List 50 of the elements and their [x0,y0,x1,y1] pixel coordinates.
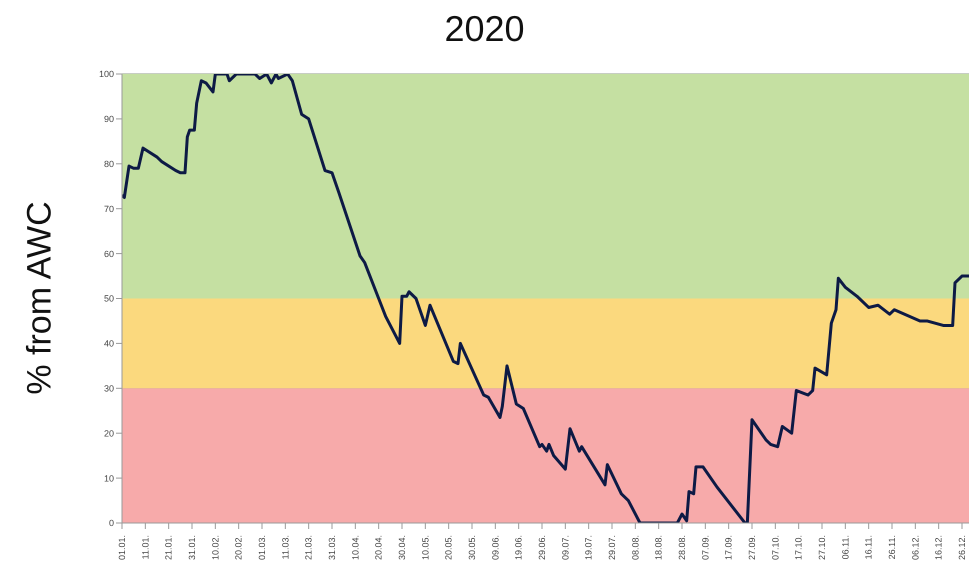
x-tick-label: 09.07. [560,535,570,560]
x-tick-label: 06.12. [910,535,920,560]
x-tick-label: 31.03. [327,535,337,560]
x-tick-label: 20.02. [234,535,244,560]
y-tick-label: 70 [104,204,114,214]
x-tick-label: 01.01. [117,535,127,560]
y-tick-label: 100 [98,69,114,80]
x-tick-label: 16.12. [934,535,944,560]
x-tick-label: 21.03. [304,535,314,560]
chart-title: 2020 [443,8,526,50]
y-axis-title: % from AWC [20,201,60,395]
x-tick-label: 30.04. [397,535,407,560]
x-tick-label: 20.04. [374,535,384,560]
y-tick-label: 60 [104,248,114,259]
x-tick-label: 31.01. [187,535,197,560]
x-tick-label: 20.05. [444,535,454,560]
x-tick-label: 01.03. [257,535,267,560]
x-tick-label: 19.06. [514,535,524,560]
x-tick-label: 16.11. [864,535,874,560]
x-tick-label: 29.07. [607,535,617,560]
y-tick-label: 90 [104,114,114,124]
x-tick-label: 30.05. [467,535,477,560]
y-tick-label: 30 [104,383,114,394]
x-tick-label: 07.09. [700,535,710,560]
x-tick-label: 26.12. [957,535,967,560]
y-tick-label: 50 [104,294,114,304]
x-tick-label: 27.10. [817,535,827,560]
x-tick-label: 10.05. [420,535,430,560]
y-tick-label: 20 [104,428,114,438]
x-tick-label: 26.11. [887,535,897,560]
x-tick-label: 08.08. [630,535,640,560]
y-tick-label: 0 [108,518,114,528]
x-tick-label: 11.03. [280,535,290,560]
y-tick-label: 80 [104,158,114,169]
x-tick-label: 17.10. [794,535,804,560]
x-tick-label: 29.06. [537,535,547,560]
x-tick-label: 10.04. [350,535,360,560]
x-tick-label: 06.11. [840,535,850,560]
y-tick-label: 10 [104,473,114,484]
x-tick-label: 07.10. [770,535,780,560]
x-tick-label: 10.02. [210,535,220,560]
x-tick-label: 28.08. [677,535,687,560]
x-tick-label: 09.06. [490,535,500,560]
x-tick-label: 17.09. [724,535,734,560]
x-tick-label: 21.01. [164,535,174,560]
x-tick-label: 11.01. [140,535,150,560]
y-tick-label: 40 [104,338,114,349]
x-tick-label: 18.08. [654,535,664,560]
x-tick-label: 27.09. [747,535,757,560]
x-tick-label: 19.07. [584,535,594,560]
